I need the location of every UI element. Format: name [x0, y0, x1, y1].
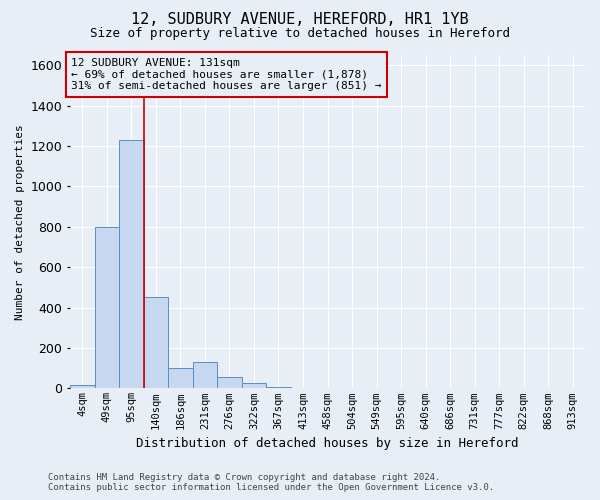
- Bar: [143, 298, 168, 388]
- Bar: [95, 226, 119, 388]
- Text: Contains HM Land Registry data © Crown copyright and database right 2024.
Contai: Contains HM Land Registry data © Crown c…: [48, 473, 494, 492]
- Text: 12 SUDBURY AVENUE: 131sqm
← 69% of detached houses are smaller (1,878)
31% of se: 12 SUDBURY AVENUE: 131sqm ← 69% of detac…: [71, 58, 382, 91]
- Bar: [70, 385, 95, 388]
- Bar: [217, 378, 242, 388]
- Bar: [119, 140, 143, 388]
- X-axis label: Distribution of detached houses by size in Hereford: Distribution of detached houses by size …: [136, 437, 519, 450]
- Bar: [242, 384, 266, 388]
- Bar: [193, 362, 217, 388]
- Y-axis label: Number of detached properties: Number of detached properties: [15, 124, 25, 320]
- Bar: [266, 387, 291, 388]
- Bar: [168, 368, 193, 388]
- Text: 12, SUDBURY AVENUE, HEREFORD, HR1 1YB: 12, SUDBURY AVENUE, HEREFORD, HR1 1YB: [131, 12, 469, 28]
- Text: Size of property relative to detached houses in Hereford: Size of property relative to detached ho…: [90, 28, 510, 40]
